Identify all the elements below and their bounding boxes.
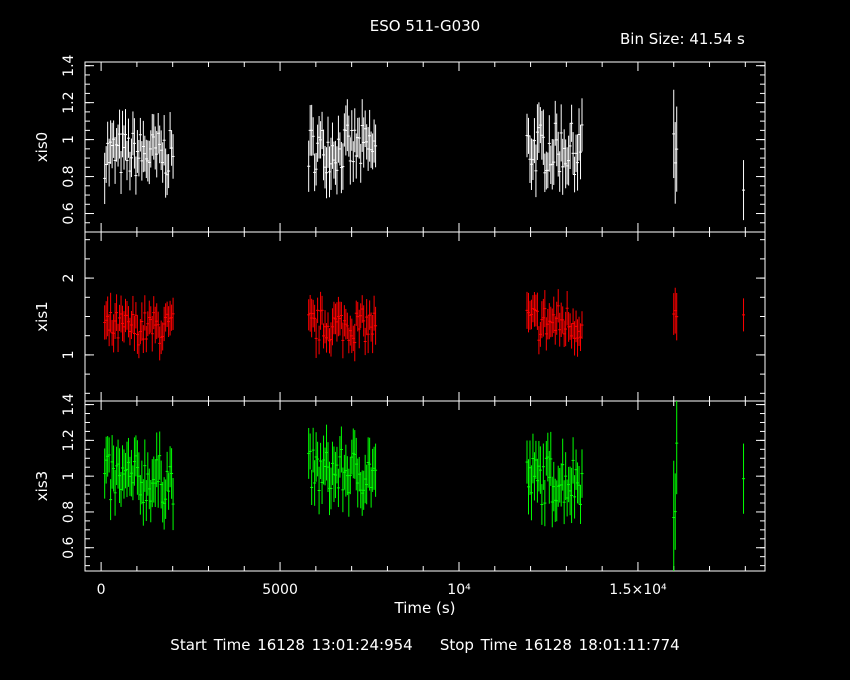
x-tick-label: 10⁴	[447, 582, 471, 598]
xis0-ytick-label: 0.8	[61, 165, 77, 187]
x-tick-label: 5000	[262, 582, 298, 598]
xis1-ylabel: xis1	[33, 301, 51, 331]
xis1-ytick-label: 1	[61, 350, 77, 359]
x-tick-label: 0	[97, 582, 106, 598]
xis3-ytick-label: 1.2	[61, 429, 77, 451]
x-tick-label: 1.5×10⁴	[609, 582, 667, 598]
xis3-ytick-label: 1.4	[61, 393, 77, 415]
xis3-ytick-label: 0.6	[61, 537, 77, 559]
xis0-ytick-label: 1.2	[61, 92, 77, 114]
xis3-panel-frame	[84, 400, 766, 572]
xis0-ytick-label: 1	[61, 135, 77, 144]
start-time-label: Start Time 16128 13:01:24:954	[170, 636, 413, 654]
xis3-ytick-label: 0.8	[61, 501, 77, 523]
chart-title: ESO 511-G030	[369, 17, 481, 35]
xis1-panel-frame	[84, 231, 766, 402]
xis1-ytick-label: 2	[61, 274, 77, 283]
x-axis-label: Time (s)	[394, 599, 456, 617]
stop-time-label: Stop Time 16128 18:01:11:774	[439, 636, 680, 654]
xis0-ytick-label: 0.6	[61, 202, 77, 224]
time-range-footer: Start Time 16128 13:01:24:954 Stop Time …	[0, 636, 850, 654]
bin-size-label: Bin Size: 41.54 s	[620, 30, 745, 48]
xis0-ytick-label: 1.4	[61, 54, 77, 76]
xis3-ylabel: xis3	[33, 471, 51, 501]
xis0-panel-frame	[84, 61, 766, 233]
xis3-ytick-label: 1	[61, 472, 77, 481]
xis0-ylabel: xis0	[33, 132, 51, 162]
